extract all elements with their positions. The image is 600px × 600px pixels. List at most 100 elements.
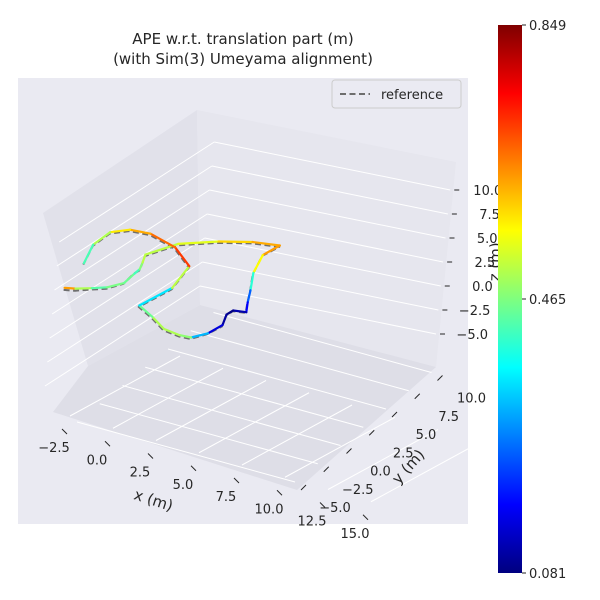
estimate-segment [261, 244, 281, 257]
x-tick-label: 10.0 [255, 502, 284, 517]
estimate-segment [174, 246, 191, 268]
y-gridline [190, 330, 409, 392]
z-gridline [209, 189, 446, 239]
legend: reference [331, 79, 462, 109]
estimate-segment [128, 228, 152, 235]
estimate-segment [138, 286, 174, 307]
z-gridline-left [54, 189, 210, 291]
estimate-segment [225, 309, 235, 316]
estimate-segment [178, 334, 193, 339]
floor-pane [53, 305, 436, 490]
estimate-segment [105, 282, 126, 289]
x-tick-mark [319, 502, 326, 508]
estimate-segment [251, 240, 281, 247]
z-gridline [214, 141, 451, 191]
estimate-segment [82, 243, 95, 265]
z-gridline-left [56, 165, 213, 267]
z-tick-label: 10.0 [473, 184, 502, 199]
back-pane-left [43, 110, 200, 366]
y-tick-label: 0.0 [370, 465, 391, 480]
estimate-segment [90, 286, 109, 290]
z-gridline [207, 213, 444, 263]
z-gridline-left [44, 285, 201, 387]
legend-reference-label: reference [381, 88, 443, 103]
x-tick-mark [104, 440, 111, 447]
y-gridline [99, 403, 318, 465]
estimate-segment [141, 253, 147, 264]
y-tick-mark [346, 448, 352, 454]
y-gridline [76, 421, 296, 483]
x-tick-label: 5.0 [173, 478, 194, 493]
y-tick-mark [323, 466, 330, 473]
estimate-segment [162, 327, 181, 337]
y-tick-label: 5.0 [416, 428, 437, 443]
estimate-segment [221, 313, 228, 327]
colorbar-label-mid: 0.465 [529, 293, 566, 308]
y-tick-mark [368, 429, 375, 436]
y-gridline [167, 348, 387, 410]
y-gridline [122, 385, 341, 446]
colorbar-label-max: 0.849 [529, 19, 566, 34]
estimate-segment [190, 332, 210, 339]
estimate-segment [151, 315, 165, 330]
x-tick-label: 0.0 [87, 453, 108, 468]
estimate-segment [122, 272, 136, 285]
y-tick-mark [391, 411, 398, 418]
x-tick-label: −2.5 [38, 441, 70, 456]
y-gridline [213, 312, 432, 373]
z-gridline-left [47, 261, 203, 363]
x-gridline [241, 404, 353, 466]
estimate-segment [138, 261, 144, 271]
estimate-segment [171, 265, 191, 290]
z-tick-label: −5.0 [456, 328, 488, 343]
x-tick-label: 2.5 [130, 466, 151, 481]
z-tick-label: 0.0 [472, 280, 493, 295]
z-gridline [211, 165, 448, 215]
estimate-segment [232, 309, 248, 314]
x-tick-label: 12.5 [298, 515, 327, 530]
estimate-segment [149, 232, 177, 249]
estimate-segment [217, 240, 254, 244]
chart-title-line-2: (with Sim(3) Umeyama alignment) [113, 50, 373, 68]
tick-labels: −2.50.02.55.07.510.012.515.0−5.0−2.50.02… [38, 184, 502, 542]
estimate-segment [245, 301, 249, 314]
trajectories [63, 228, 281, 340]
x-gridline [327, 429, 439, 490]
gridlines [44, 141, 482, 503]
y-gridline [145, 366, 364, 428]
x-gridline [284, 416, 396, 478]
x-tick-mark [190, 465, 197, 472]
estimate-segment [249, 271, 255, 292]
estimate-segment [63, 286, 77, 290]
chart-title-line-1: APE w.r.t. translation part (m) [132, 30, 353, 48]
y-tick-mark [414, 393, 421, 400]
z-gridline [204, 237, 441, 287]
x-gridline [370, 441, 482, 503]
estimate-segment [133, 268, 141, 275]
estimate-segment [138, 304, 154, 318]
estimate-segment [206, 324, 224, 335]
y-tick-label: 7.5 [438, 410, 459, 425]
y-tick-label: 10.0 [457, 392, 486, 407]
y-tick-label: 2.5 [393, 446, 414, 461]
estimate-segment [109, 228, 132, 234]
estimate-segment [177, 240, 220, 245]
x-tick-mark [233, 477, 240, 484]
colorbar-gradient [498, 25, 522, 573]
y-tick-label: −2.5 [342, 483, 374, 498]
z-tick-label: 2.5 [474, 256, 495, 271]
z-gridline-left [58, 141, 215, 243]
x-tick-mark [362, 514, 369, 521]
y-tick-mark [437, 375, 443, 381]
x-tick-mark [147, 453, 154, 459]
x-tick-label: 15.0 [341, 527, 370, 542]
axis-ticks [61, 189, 460, 521]
legend-box [331, 79, 462, 109]
z-tick-label: −2.5 [459, 304, 491, 319]
colorbar: 0.849 0.465 0.081 [498, 19, 566, 582]
z-gridline [199, 285, 437, 335]
x-tick-mark [276, 489, 283, 496]
estimate-segment [246, 289, 252, 304]
estimate-segment [252, 254, 264, 274]
